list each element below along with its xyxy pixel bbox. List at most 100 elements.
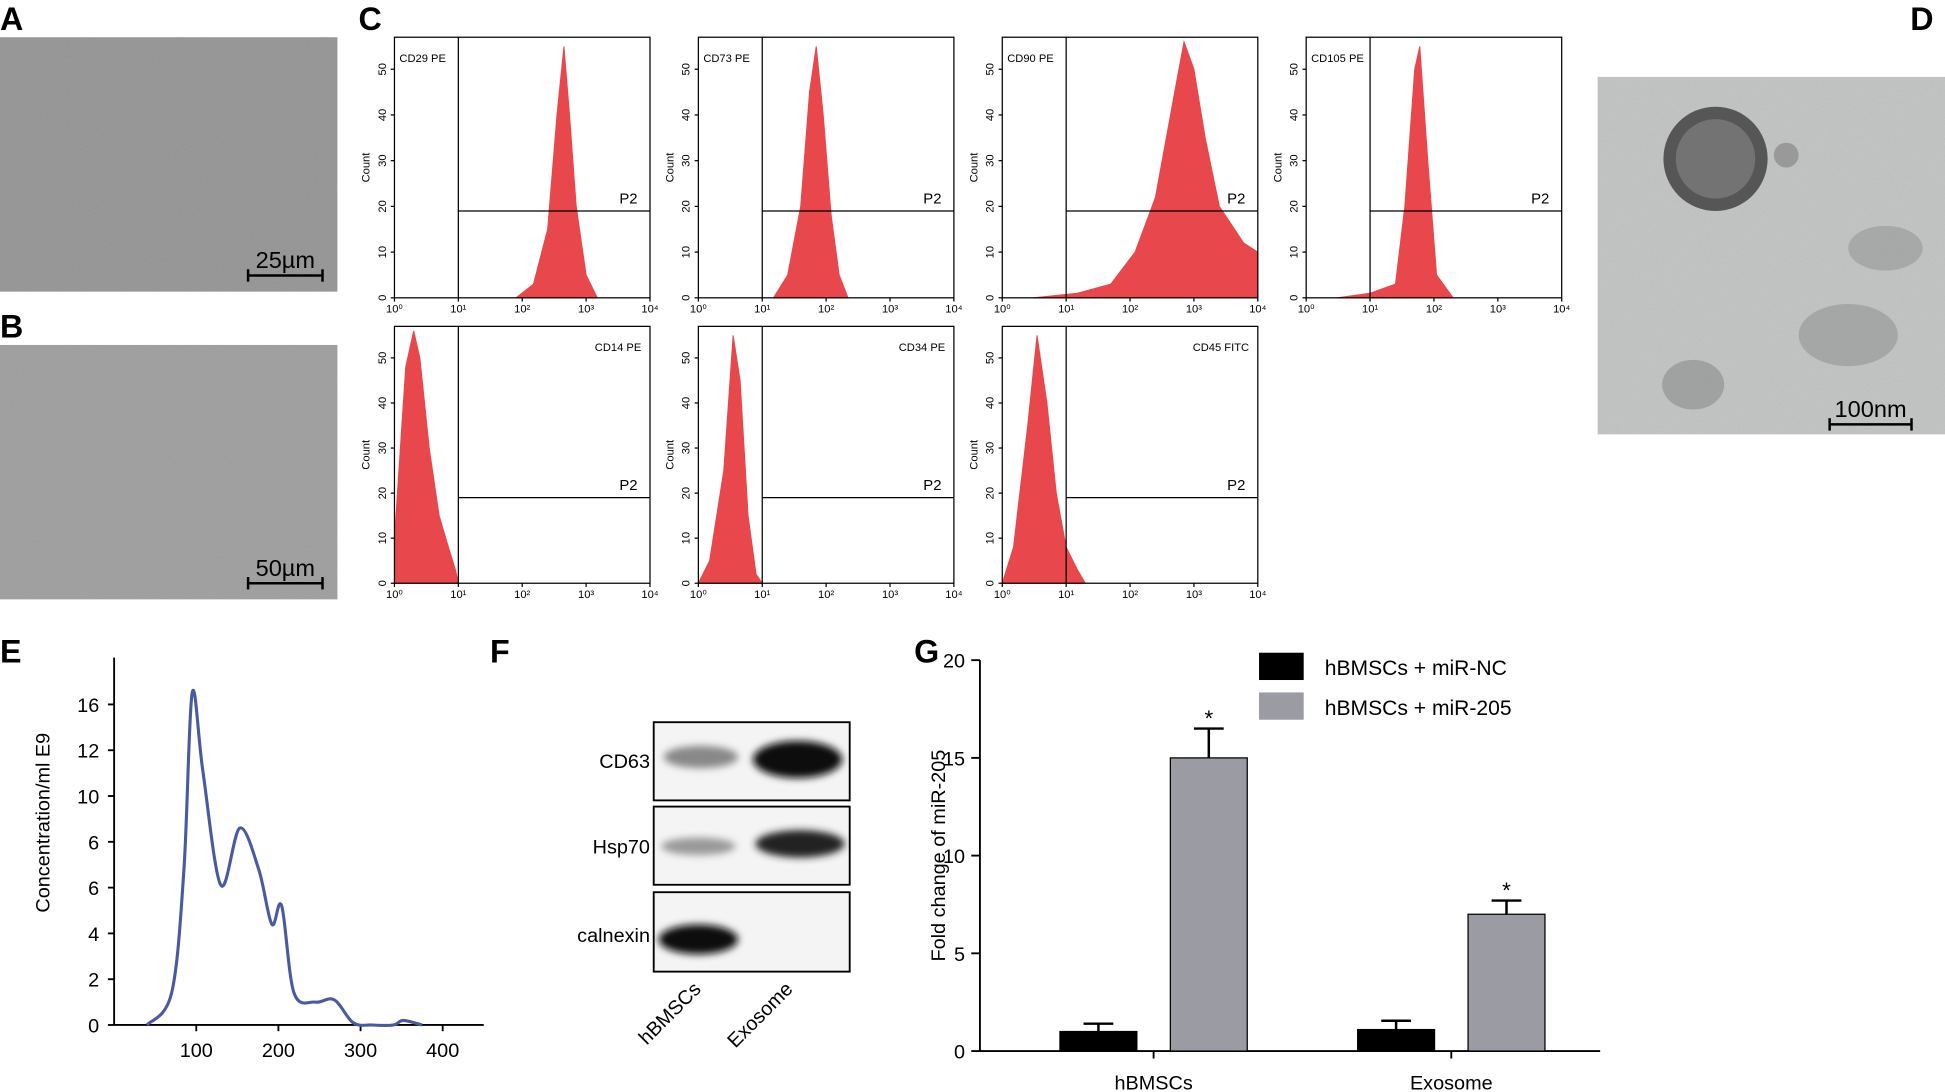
y-tick-label: 0 [681,580,693,586]
x-tick-label: 10² [1122,304,1138,316]
histogram-area [514,46,599,299]
x-tick-label: 10⁰ [386,304,403,316]
y-tick-label: 10 [1288,246,1300,258]
x-tick-label: 10¹ [450,589,466,601]
x-tick-label: 10¹ [1058,589,1074,601]
blot-lane-label: Exosome [723,978,797,1052]
y-tick-label: 10 [681,532,693,544]
marker-label: CD45 FITC [1193,342,1249,354]
blot-row-label: Hsp70 [593,837,650,859]
y-tick-label: 50 [985,352,997,364]
western-blot [652,721,851,973]
y-tick-label: 50 [377,63,389,75]
x-tick-label: 10⁰ [690,589,707,601]
legend-label: hBMSCs + miR-205 [1325,697,1512,720]
y-tick-label: 10 [77,786,99,808]
y-tick-label: 20 [985,487,997,499]
x-tick-label: 10⁰ [994,589,1011,601]
x-tick-label: 300 [344,1040,377,1062]
y-tick-label: 50 [377,352,389,364]
y-axis-label: Count [665,439,677,470]
y-tick-label: 20 [985,200,997,212]
y-tick-label: 0 [377,295,389,301]
x-tick-label: 10⁴ [641,589,658,601]
y-tick-label: 20 [1288,200,1300,212]
marker-label: CD90 PE [1007,53,1054,65]
y-tick-label: 50 [985,63,997,75]
x-tick-label: 10² [818,304,834,316]
y-axis-label: Count [1272,152,1284,183]
x-tick-label: 10⁰ [690,304,707,316]
panel-label: G [914,634,939,670]
x-tick-label: 10² [514,304,530,316]
gate-label: P2 [923,192,941,208]
marker-label: CD34 PE [899,342,946,354]
y-tick-label: 20 [681,200,693,212]
x-tick-label: 10¹ [450,304,466,316]
y-tick-label: 0 [954,1041,965,1063]
panel-label: A [0,1,23,37]
scale-bar-label: 25µm [256,247,315,273]
blot-row-label: calnexin [577,925,650,947]
histogram-area [1032,39,1259,299]
y-tick-label: 0 [985,580,997,586]
x-tick-label: 10¹ [754,304,770,316]
histogram-area [1336,46,1455,299]
y-axis-label: Count [361,439,373,470]
x-tick-label: 400 [426,1040,459,1062]
x-tick-label: 10⁴ [641,304,658,316]
y-tick-label: 40 [377,109,389,121]
y-tick-label: 5 [954,944,965,966]
x-tick-label: 10³ [578,304,594,316]
y-tick-label: 40 [377,397,389,409]
x-tick-label: 10³ [1490,304,1506,316]
x-tick-label: Exosome [1410,1073,1493,1092]
histogram-area [1001,335,1087,584]
x-tick-label: 10⁴ [945,589,962,601]
x-tick-label: 10⁰ [386,589,403,601]
y-tick-label: 10 [681,246,693,258]
y-tick-label: 15 [943,748,965,770]
x-tick-label: 10² [818,589,834,601]
legend-swatch [1259,652,1304,681]
gate-label: P2 [619,478,637,494]
significance-mark: * [1204,706,1213,731]
y-axis-label: Count [361,152,373,183]
blot-row-label: CD63 [599,751,650,773]
gate-label: P2 [1227,192,1245,208]
histogram-area [772,46,849,299]
y-tick-label: 10 [943,846,965,868]
y-tick-label: 40 [681,397,693,409]
y-tick-label: 30 [1288,154,1300,166]
marker-label: CD105 PE [1311,53,1364,65]
gate-label: P2 [923,478,941,494]
bar [1169,757,1248,1052]
y-axis-label: Count [665,152,677,183]
x-tick-label: 10⁰ [1298,304,1315,316]
y-tick-label: 30 [681,154,693,166]
x-tick-label: 10¹ [1362,304,1378,316]
x-tick-label: 10⁴ [1249,304,1266,316]
y-axis-label: Count [968,439,980,470]
y-axis-label: Fold change of miR-205 [928,750,950,962]
legend-swatch [1259,692,1304,720]
y-tick-label: 10 [377,246,389,258]
y-tick-label: 30 [681,442,693,454]
y-tick-label: 40 [681,109,693,121]
gate-label: P2 [619,192,637,208]
y-tick-label: 20 [681,487,693,499]
y-tick-label: 40 [1288,109,1300,121]
x-tick-label: hBMSCs [1114,1073,1192,1092]
micrograph-a [0,37,338,292]
size-distribution-line [145,688,423,1027]
x-tick-label: 10⁰ [994,304,1011,316]
y-tick-label: 6 [88,832,99,854]
x-tick-label: 10⁴ [1553,304,1570,316]
marker-label: CD29 PE [399,53,446,65]
y-tick-label: 20 [943,651,965,673]
legend-label: hBMSCs + miR-NC [1325,657,1507,680]
y-tick-label: 2 [88,970,99,992]
y-tick-label: 50 [1288,63,1300,75]
panel-label: E [0,634,22,670]
